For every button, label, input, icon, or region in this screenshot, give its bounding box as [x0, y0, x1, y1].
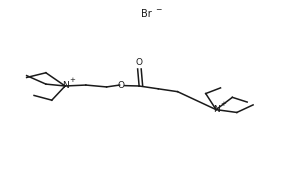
Text: Br: Br [141, 9, 152, 19]
Text: O: O [136, 58, 143, 67]
Text: −: − [155, 5, 162, 14]
Text: N: N [62, 81, 68, 91]
Text: O: O [118, 81, 125, 90]
Text: +: + [70, 77, 75, 83]
Text: +: + [221, 101, 226, 107]
Text: N: N [213, 105, 219, 114]
